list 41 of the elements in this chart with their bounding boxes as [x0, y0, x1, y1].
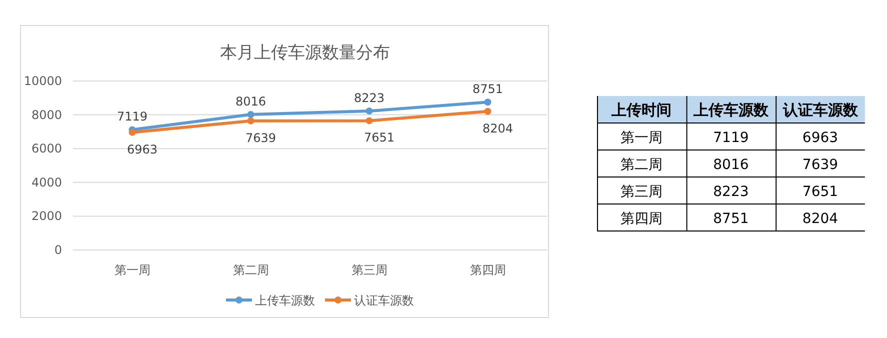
point	[247, 111, 254, 118]
data-label: 8016	[713, 157, 749, 173]
y-tick-label: 第二周	[620, 157, 663, 173]
x-tick-label: 第三周	[351, 263, 388, 277]
point	[366, 108, 373, 115]
data-label: 8223	[354, 91, 385, 106]
data-label: 8016	[235, 94, 266, 109]
data-label: 7639	[245, 130, 276, 145]
x-tick-label: 第二周	[232, 263, 269, 277]
y-tick-label: 第三周	[620, 184, 663, 200]
data-label: 6963	[802, 130, 838, 146]
data-label: 6963	[126, 142, 158, 156]
y-tick-label: 4000	[31, 175, 62, 190]
y-tick-label: 第四周	[620, 211, 663, 227]
text: 上传时间	[610, 101, 672, 119]
data-label: 8751	[713, 211, 749, 227]
data-label: 7651	[802, 184, 838, 200]
point	[128, 128, 136, 136]
y-tick-label: 10000	[24, 74, 62, 88]
data-label: 7639	[802, 157, 838, 173]
chart-title: 本月上传车源数量分布	[220, 43, 390, 63]
y-tick-label: 2000	[31, 209, 62, 224]
legend-label: 认证车源数	[354, 294, 414, 308]
data-label: 7119	[116, 110, 148, 124]
y-tick-label: 8000	[31, 108, 62, 122]
point	[247, 117, 254, 124]
point	[484, 98, 492, 106]
data-label: 7651	[364, 130, 395, 145]
data-label: 8223	[713, 184, 749, 200]
y-tick-label: 0	[54, 243, 62, 257]
point	[366, 117, 373, 124]
x-tick-label: 第一周	[114, 263, 150, 277]
y-tick-label: 第一周	[620, 130, 663, 146]
y-tick-label: 6000	[31, 142, 62, 156]
point	[484, 108, 492, 115]
data-label: 7119	[713, 130, 749, 146]
data-label: 8204	[482, 121, 514, 136]
x-tick-label: 第四周	[470, 263, 506, 277]
data-label: 8751	[472, 82, 504, 96]
data-label: 8204	[802, 211, 838, 227]
legend-label: 上传车源数	[255, 294, 315, 308]
